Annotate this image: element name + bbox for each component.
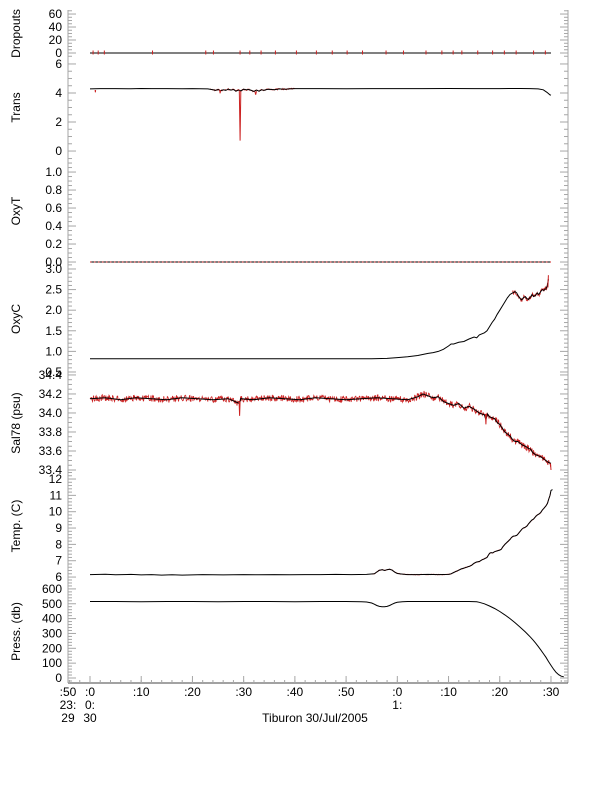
x-hour-label: 1: bbox=[392, 698, 402, 712]
y-axis-title: Sal78 (psu) bbox=[9, 392, 23, 453]
y-tick-label: 0.2 bbox=[45, 237, 62, 251]
y-tick-label: 300 bbox=[42, 626, 62, 640]
y-tick-label: 11 bbox=[50, 488, 63, 502]
panel-sal78: 33.4 33.6 33.8 34.0 34.2 34.4 Sal78 (psu) bbox=[9, 368, 568, 477]
y-axis-title: OxyC bbox=[9, 304, 23, 334]
panel-oxyc: 0.5 1.0 1.5 2.0 2.5 3.0 OxyC bbox=[9, 262, 568, 379]
y-tick-label: 0.4 bbox=[45, 219, 62, 233]
y-tick-label: 34.2 bbox=[39, 387, 63, 401]
x-axis: :50 :0 :10 :20 :30 :40 :50 :0 :10 :20 :30 23: 0: 1: 29… bbox=[60, 676, 562, 725]
y-tick-label: 34.4 bbox=[39, 368, 63, 382]
x-tick-label: :10 bbox=[133, 685, 150, 699]
y-tick-label: 6 bbox=[55, 57, 62, 71]
x-tick-label: :0 bbox=[85, 685, 95, 699]
y-tick-label: 1.0 bbox=[45, 165, 62, 179]
y-tick-label: 33.6 bbox=[39, 444, 63, 458]
panel-oxyt: 0.0 0.2 0.4 0.6 0.8 1.0 OxyT bbox=[9, 158, 568, 269]
x-tick-label: :20 bbox=[184, 685, 201, 699]
y-tick-label: 2.0 bbox=[45, 303, 62, 317]
x-hour-label: 0: bbox=[85, 698, 95, 712]
x-day-label: 30 bbox=[83, 711, 97, 725]
x-tick-label: :30 bbox=[235, 685, 252, 699]
y-axis-title: Press. (db) bbox=[9, 602, 23, 661]
y-tick-label: 2 bbox=[55, 115, 62, 129]
y-tick-label: 4 bbox=[55, 86, 62, 100]
y-axis-title: Trans bbox=[9, 92, 23, 122]
x-tick-label: :0 bbox=[392, 685, 402, 699]
x-tick-label: :50 bbox=[60, 685, 77, 699]
y-tick-label: 33.4 bbox=[39, 463, 63, 477]
y-axis-title: Temp. (C) bbox=[9, 500, 23, 553]
panel-trans: 0 2 4 6 Trans bbox=[9, 57, 568, 158]
y-tick-label: 1.0 bbox=[45, 344, 62, 358]
y-tick-label: 9 bbox=[55, 521, 62, 535]
y-tick-label: 600 bbox=[42, 582, 62, 596]
y-tick-label: 20 bbox=[49, 33, 63, 47]
x-day-label: 29 bbox=[61, 711, 75, 725]
y-tick-label: 0.8 bbox=[45, 183, 62, 197]
y-tick-label: 10 bbox=[49, 505, 63, 519]
x-tick-label: :20 bbox=[491, 685, 508, 699]
y-tick-label: 100 bbox=[42, 656, 62, 670]
y-tick-label: 0 bbox=[55, 46, 62, 60]
x-tick-label: :40 bbox=[287, 685, 304, 699]
y-tick-label: 8 bbox=[55, 537, 62, 551]
y-tick-label: 40 bbox=[49, 20, 63, 34]
y-tick-label: 400 bbox=[42, 612, 62, 626]
y-tick-label: 7 bbox=[55, 554, 62, 568]
panel-temp: 6 7 8 9 10 11 12 Temp. (C) bbox=[9, 471, 568, 584]
x-hour-label: 23: bbox=[60, 698, 77, 712]
x-tick-label: :10 bbox=[440, 685, 457, 699]
y-tick-label: 0 bbox=[55, 671, 62, 685]
y-tick-label: 3.0 bbox=[45, 262, 62, 276]
y-tick-label: 0.0 bbox=[45, 255, 62, 269]
chart-title: Tiburon 30/Jul/2005 bbox=[262, 711, 368, 725]
y-tick-label: 6 bbox=[55, 570, 62, 584]
y-tick-label: 60 bbox=[49, 7, 63, 21]
y-tick-label: 0.6 bbox=[45, 201, 62, 215]
y-axis-title: Dropouts bbox=[9, 9, 23, 58]
y-tick-label: 2.5 bbox=[45, 283, 62, 297]
y-tick-label: 0 bbox=[55, 144, 62, 158]
x-tick-label: :30 bbox=[543, 685, 560, 699]
y-tick-label: 33.8 bbox=[39, 425, 63, 439]
y-tick-label: 500 bbox=[42, 597, 62, 611]
y-axis-title: OxyT bbox=[9, 196, 23, 225]
y-tick-label: 0.5 bbox=[45, 365, 62, 379]
y-tick-label: 12 bbox=[49, 472, 63, 486]
plot-frame bbox=[67, 10, 569, 684]
y-tick-label: 200 bbox=[42, 641, 62, 655]
y-tick-label: 34.0 bbox=[39, 406, 63, 420]
x-tick-label: :50 bbox=[338, 685, 355, 699]
y-tick-label: 1.5 bbox=[45, 324, 62, 338]
